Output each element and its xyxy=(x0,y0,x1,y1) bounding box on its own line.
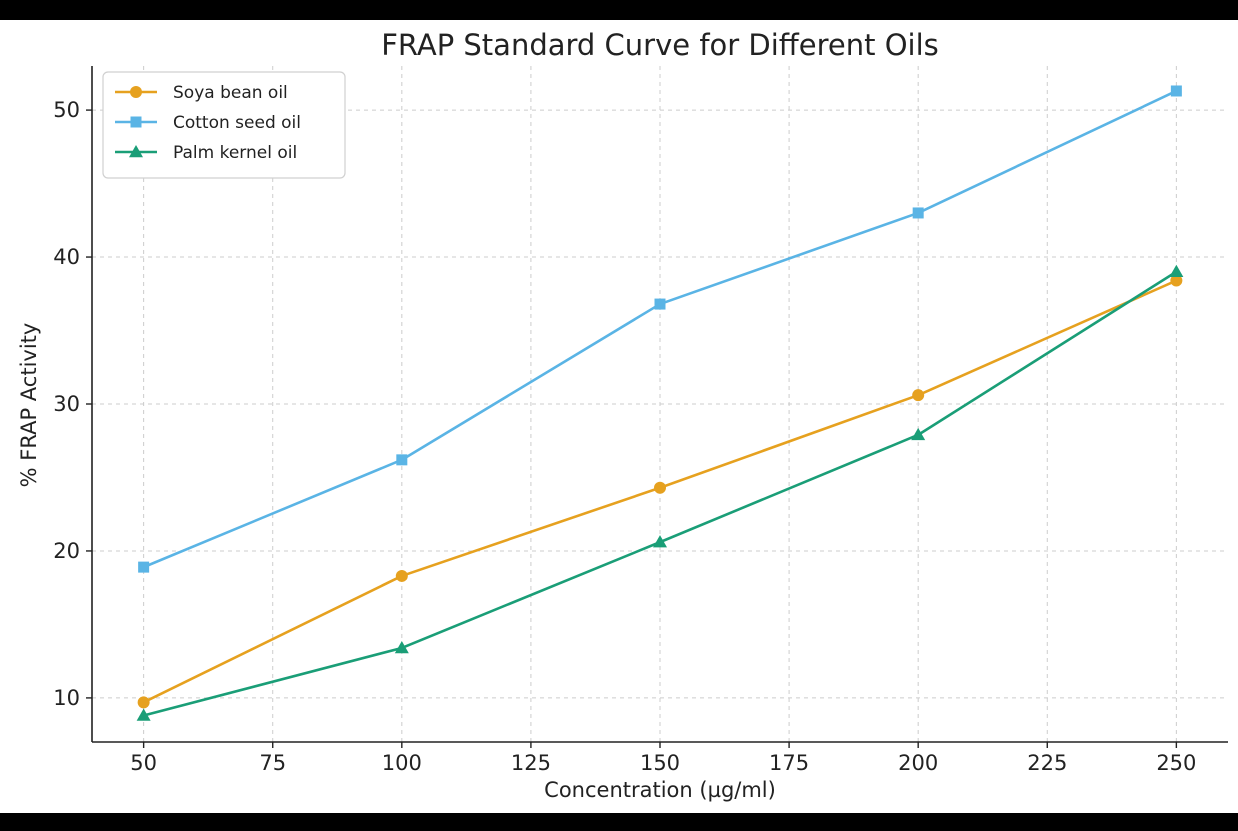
x-tick-label: 125 xyxy=(511,751,551,775)
data-point-0-3 xyxy=(912,389,925,402)
y-tick-label: 20 xyxy=(53,539,80,563)
x-tick-label: 50 xyxy=(130,751,157,775)
y-tick-label: 40 xyxy=(53,245,80,269)
x-tick-label: 150 xyxy=(640,751,680,775)
x-axis-title: Concentration (µg/ml) xyxy=(544,778,776,802)
legend-marker-0 xyxy=(130,86,142,98)
top-black-bar xyxy=(0,0,1238,20)
data-point-1-0 xyxy=(138,561,150,573)
legend-label: Soya bean oil xyxy=(173,83,288,103)
x-tick-label: 200 xyxy=(898,751,938,775)
grid-layer xyxy=(92,66,1228,742)
series-2 xyxy=(136,264,1184,721)
data-point-0-4 xyxy=(1170,274,1183,287)
data-point-1-1 xyxy=(396,454,408,466)
data-point-2-1 xyxy=(394,640,409,654)
legend-label: Palm kernel oil xyxy=(173,143,297,163)
chart-title: FRAP Standard Curve for Different Oils xyxy=(381,28,939,62)
x-tick-label: 75 xyxy=(259,751,286,775)
data-point-2-0 xyxy=(136,708,151,721)
y-axis-title: % FRAP Activity xyxy=(17,323,41,488)
legend-marker-1 xyxy=(130,116,142,128)
legend: Soya bean oil Cotton seed oil Palm kernel … xyxy=(102,71,346,179)
series-0 xyxy=(137,274,1183,709)
data-point-2-4 xyxy=(1169,264,1184,277)
data-point-1-4 xyxy=(1170,85,1182,97)
y-tick-label: 30 xyxy=(53,392,80,416)
y-tick-label: 10 xyxy=(53,686,80,710)
data-point-2-2 xyxy=(653,535,667,548)
data-point-1-3 xyxy=(912,207,924,219)
x-tick-label: 225 xyxy=(1027,751,1067,775)
ticks-layer: 50 75 100 125 150 175 200 225 250 10 20 30 40 50 xyxy=(53,98,1196,775)
x-tick-label: 250 xyxy=(1156,751,1196,775)
x-tick-label: 100 xyxy=(382,751,422,775)
legend-marker-2 xyxy=(129,145,143,158)
data-point-0-2 xyxy=(654,481,666,494)
series-1 xyxy=(138,85,1182,573)
data-point-0-1 xyxy=(395,569,408,582)
legend-box xyxy=(102,71,346,179)
data-point-0-0 xyxy=(137,696,150,709)
data-point-2-3 xyxy=(911,427,926,441)
x-tick-label: 175 xyxy=(769,751,809,775)
data-point-1-2 xyxy=(654,298,666,310)
series-layer xyxy=(136,85,1184,721)
bottom-black-bar xyxy=(0,813,1238,831)
y-tick-label: 50 xyxy=(53,98,80,122)
legend-label: Cotton seed oil xyxy=(173,113,301,133)
